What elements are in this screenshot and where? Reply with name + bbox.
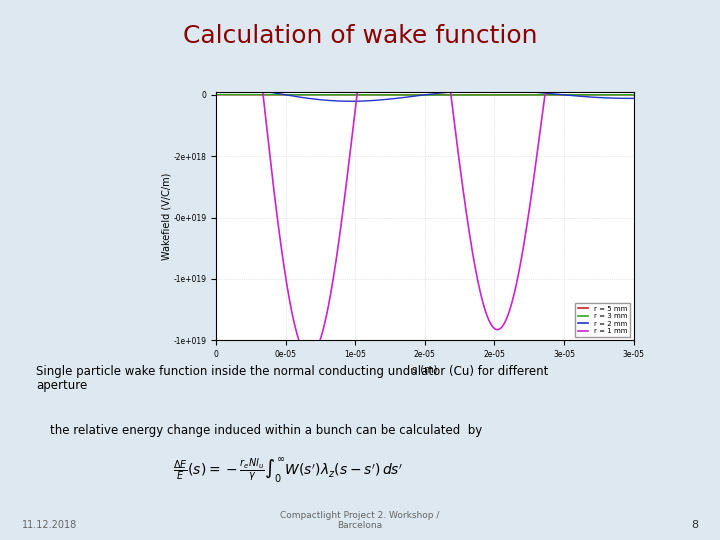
Text: 8: 8 [691,520,698,530]
Text: Calculation of wake function: Calculation of wake function [183,24,537,49]
Text: $\frac{\Delta E}{E}(s) = -\frac{r_e N l_u}{\gamma} \int_0^{\infty} W(s^{\prime}): $\frac{\Delta E}{E}(s) = -\frac{r_e N l_… [173,456,403,485]
Text: the relative energy change induced within a bunch can be calculated  by: the relative energy change induced withi… [50,424,482,437]
X-axis label: s (m): s (m) [412,364,438,374]
Text: 11.12.2018: 11.12.2018 [22,520,77,530]
Legend: r = 5 mm, r = 3 mm, r = 2 mm, r = 1 mm: r = 5 mm, r = 3 mm, r = 2 mm, r = 1 mm [575,303,630,337]
Y-axis label: Wakefield (V/C/m): Wakefield (V/C/m) [162,172,172,260]
Text: Single particle wake function inside the normal conducting undulator (Cu) for di: Single particle wake function inside the… [36,364,549,393]
Text: Compactlight Project 2. Workshop /
Barcelona: Compactlight Project 2. Workshop / Barce… [280,511,440,530]
